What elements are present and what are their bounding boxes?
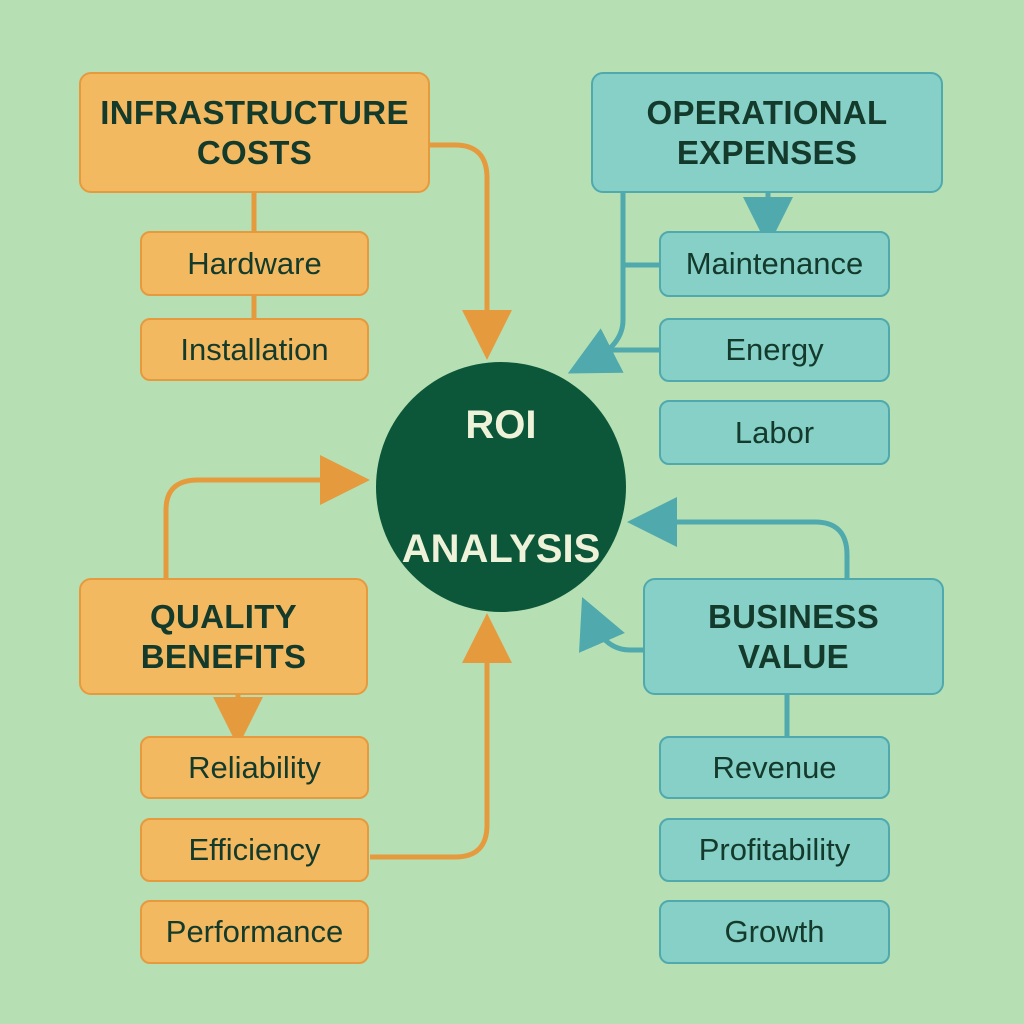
installation-item: Installation — [140, 318, 369, 381]
performance-item: Performance — [140, 900, 369, 964]
energy-item: Energy — [659, 318, 890, 382]
maintenance-item: Maintenance — [659, 231, 890, 297]
hardware-item: Hardware — [140, 231, 369, 296]
quality-benefits-box: QUALITY BENEFITS — [79, 578, 368, 695]
operational-expenses-box: OPERATIONAL EXPENSES — [591, 72, 943, 193]
connector-business-to-roi-top — [627, 497, 850, 578]
analysis-label: ANALYSIS — [401, 527, 601, 571]
connector-infrastructure-to-roi — [430, 142, 512, 360]
revenue-item: Revenue — [659, 736, 890, 799]
roi-analysis-circle: ROI ANALYSIS — [376, 362, 626, 612]
connector-operational-to-roi — [567, 192, 626, 374]
connector-efficiency-to-roi — [370, 613, 512, 860]
connector-business-to-roi-left — [579, 597, 645, 653]
business-value-box: BUSINESS VALUE — [643, 578, 944, 695]
roi-label: ROI — [465, 403, 537, 447]
infrastructure-costs-box: INFRASTRUCTURE COSTS — [79, 72, 430, 193]
labor-item: Labor — [659, 400, 890, 465]
efficiency-item: Efficiency — [140, 818, 369, 882]
reliability-item: Reliability — [140, 736, 369, 799]
connector-quality-to-roi — [163, 455, 370, 578]
growth-item: Growth — [659, 900, 890, 964]
profitability-item: Profitability — [659, 818, 890, 882]
